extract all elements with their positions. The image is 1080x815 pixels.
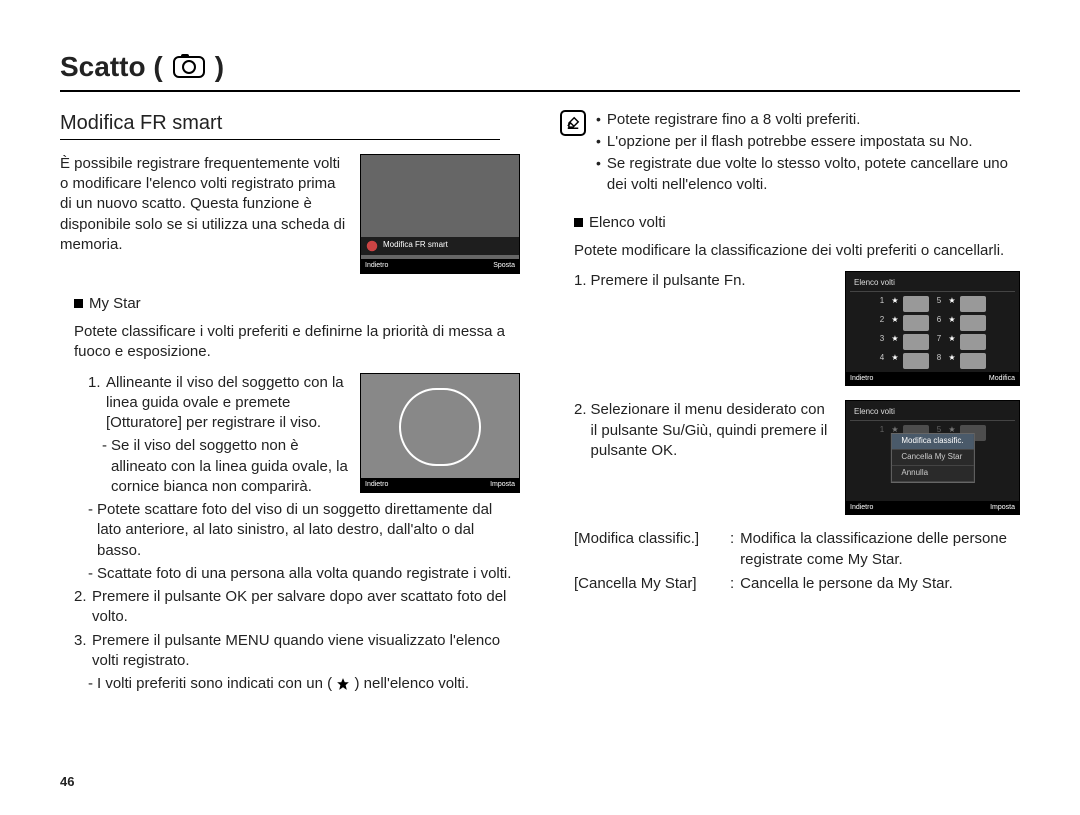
note1: Potete registrare fino a 8 volti preferi… [607,110,860,130]
screenshot-oval-guide: Indietro Imposta [360,373,520,493]
star-icon [336,677,350,691]
elenco-desc: Potete modificare la classificazione dei… [574,241,1020,261]
camera-icon [173,56,205,78]
page-title-suffix: ) [215,48,224,86]
step1-d2: Potete scattare foto del viso di un sogg… [97,500,520,561]
screenshot-modifica-fr: Modifica FR smart Indietro Sposta [360,154,520,274]
step1-d1: Se il viso del soggetto non è allineato … [111,436,348,497]
thumb1-banner: Modifica FR smart [383,240,448,251]
menu-item-modifica[interactable]: Modifica classific. [891,434,973,450]
elenco-heading: Elenco volti [589,213,666,233]
r-step2: Selezionare il menu desiderato con il pu… [591,400,831,461]
bullet-square-icon [74,299,83,308]
step3: Premere il pulsante MENU quando viene vi… [92,631,520,672]
mystar-desc: Potete classificare i volti preferiti e … [74,322,520,363]
step1-d3: Scattate foto di una persona alla volta … [97,564,511,584]
popup-menu: Modifica classific. Cancella My Star Ann… [890,433,974,482]
note-icon [560,110,586,136]
def2-term: [Cancella My Star] [574,574,724,594]
menu-item-cancella[interactable]: Cancella My Star [891,450,973,466]
oval-footer-left: Indietro [365,480,388,489]
menu-item-annulla[interactable]: Annulla [891,466,973,482]
thumb1-footer-left: Indietro [365,261,388,270]
screenshot-elenco-menu: Elenco volti 1★5★ Modifica classific. Ca… [845,400,1020,515]
page-title-text: Scatto ( [60,48,163,86]
page-number: 46 [60,773,74,791]
intro-text: È possibile registrare frequentemente vo… [60,154,348,274]
step3-d1: I volti preferiti sono indicati con un (… [97,674,469,694]
step2: Premere il pulsante OK per salvare dopo … [92,587,520,628]
left-column: Modifica FR smart È possibile registrare… [60,110,520,698]
screenshot-elenco-grid: Elenco volti 1★5★ 2★6★ 3★7★ 4★8★ Indietr… [845,271,1020,386]
right-column: •Potete registrare fino a 8 volti prefer… [560,110,1020,698]
thumb1-footer-right: Sposta [493,261,515,270]
note3: Se registrate due volte lo stesso volto,… [607,154,1020,195]
oval-footer-right: Imposta [490,480,515,489]
def1-val: Modifica la classificazione delle person… [740,529,1020,570]
def1-term: [Modifica classific.] [574,529,724,570]
step1: Allineante il viso del soggetto con la l… [106,373,348,434]
note2: L'opzione per il flash potrebbe essere i… [607,132,973,152]
bullet-square-icon [574,218,583,227]
section-title: Modifica FR smart [60,110,500,140]
r-step1: Premere il pulsante Fn. [591,271,746,291]
page-title: Scatto ( ) [60,48,1020,92]
mystar-heading: My Star [89,294,141,314]
def2-val: Cancella le persone da My Star. [740,574,1020,594]
